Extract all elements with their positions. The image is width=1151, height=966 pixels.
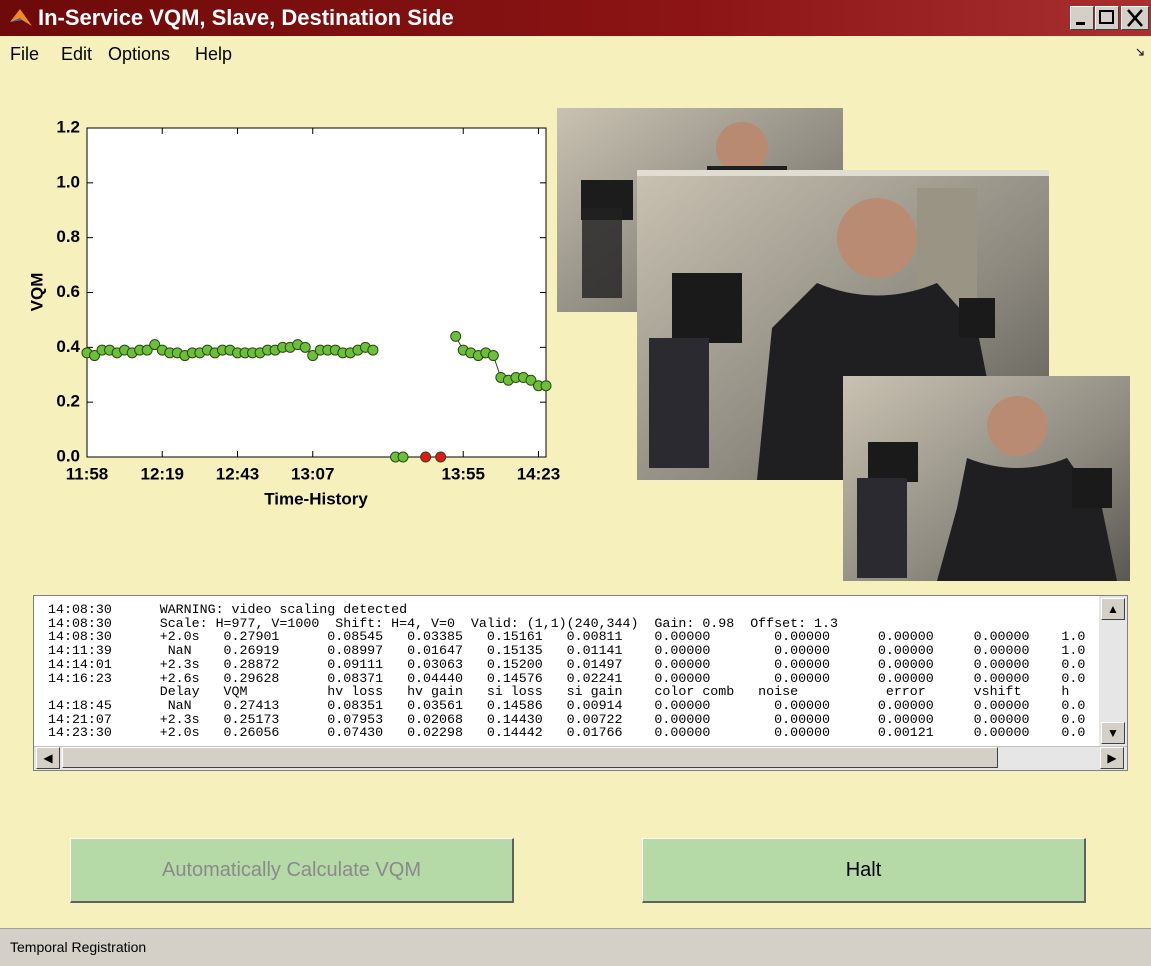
menu-item[interactable]: Options <box>108 44 170 65</box>
app-icon <box>8 6 34 30</box>
button-label: Automatically Calculate VQM <box>162 859 421 882</box>
video-frames <box>557 108 1130 581</box>
scroll-left[interactable]: ◀ <box>36 747 60 769</box>
log-line: 14:23:30 +2.0s 0.26056 0.07430 0.02298 0… <box>48 726 1098 740</box>
data-point <box>300 342 310 352</box>
chart: VQM Time-History 0.0 0.2 0.4 0.6 0.8 1.0 1.2 11… <box>0 100 600 520</box>
y-tick-label: 0.2 <box>56 392 80 411</box>
menu-item[interactable]: Edit <box>61 44 92 65</box>
menu-item[interactable]: File <box>10 44 39 65</box>
log-line: 14:08:30 WARNING: video scaling detected <box>48 603 1098 617</box>
auto-calculate-button: Automatically Calculate VQM <box>70 838 514 903</box>
log-text: 14:08:30 WARNING: video scaling detected… <box>48 603 1098 743</box>
y-tick-label: 0.8 <box>56 227 80 246</box>
video-frame <box>843 376 1130 581</box>
scroll-up[interactable]: ▲ <box>1101 598 1125 620</box>
y-tick-label: 1.2 <box>56 117 80 136</box>
window: In-Service VQM, Slave, Destination Side … <box>0 0 1151 966</box>
x-axis-title: Time-History <box>264 489 368 508</box>
y-tick-label: 0.6 <box>56 282 80 301</box>
log-line: 14:21:07 +2.3s 0.25173 0.07953 0.02068 0… <box>48 713 1098 727</box>
log-line: 14:16:23 +2.6s 0.29628 0.08371 0.04440 0… <box>48 672 1098 686</box>
x-tick-label: 14:23 <box>517 464 560 483</box>
button-label: Halt <box>846 859 882 882</box>
data-point <box>421 452 431 462</box>
data-point <box>451 331 461 341</box>
status-text: Temporal Registration <box>10 939 146 955</box>
maximize-button[interactable] <box>1095 6 1119 30</box>
log-line: Delay VQM hv loss hv gain si loss si gai… <box>48 685 1098 699</box>
window-title: In-Service VQM, Slave, Destination Side <box>38 5 454 31</box>
log-box[interactable]: 14:08:30 WARNING: video scaling detected… <box>33 595 1128 771</box>
title-bar: In-Service VQM, Slave, Destination Side <box>0 0 1151 36</box>
scroll-thumb[interactable] <box>62 747 998 768</box>
x-tick-label: 13:07 <box>291 464 334 483</box>
log-line: 14:18:45 NaN 0.27413 0.08351 0.03561 0.1… <box>48 699 1098 713</box>
y-tick-label: 0.0 <box>56 446 80 465</box>
y-tick-label: 0.4 <box>56 337 80 356</box>
y-axis-title: VQM <box>27 273 46 312</box>
data-point <box>488 351 498 361</box>
data-point <box>368 345 378 355</box>
data-point <box>436 452 446 462</box>
y-tick-label: 1.0 <box>56 172 80 191</box>
log-line: 14:11:39 NaN 0.26919 0.08997 0.01647 0.1… <box>48 644 1098 658</box>
plot-area <box>87 128 546 457</box>
log-line: 14:08:30 +2.0s 0.27901 0.08545 0.03385 0… <box>48 630 1098 644</box>
log-line: 14:14:01 +2.3s 0.28872 0.09111 0.03063 0… <box>48 658 1098 672</box>
vertical-scrollbar[interactable]: ▲ ▼ <box>1099 596 1127 747</box>
menu-bar: File Edit Options Help <box>0 36 1151 72</box>
minimize-button[interactable] <box>1070 6 1094 30</box>
menu-item[interactable]: Help <box>195 44 232 65</box>
data-point <box>398 452 408 462</box>
menu-arrow <box>1136 48 1144 56</box>
x-tick-label: 13:55 <box>441 464 484 483</box>
x-tick-label: 12:19 <box>141 464 184 483</box>
halt-button[interactable]: Halt <box>642 838 1086 903</box>
log-line: 14:08:30 Scale: H=977, V=1000 Shift: H=4… <box>48 617 1098 631</box>
status-bar: Temporal Registration <box>0 928 1151 966</box>
x-tick-label: 12:43 <box>216 464 259 483</box>
x-tick-label: 11:58 <box>66 464 109 483</box>
close-button[interactable] <box>1121 6 1149 30</box>
scroll-right[interactable]: ▶ <box>1100 747 1124 769</box>
horizontal-scrollbar[interactable]: ◀ ▶ <box>34 746 1127 770</box>
scroll-down[interactable]: ▼ <box>1101 722 1125 744</box>
data-point <box>541 381 551 391</box>
